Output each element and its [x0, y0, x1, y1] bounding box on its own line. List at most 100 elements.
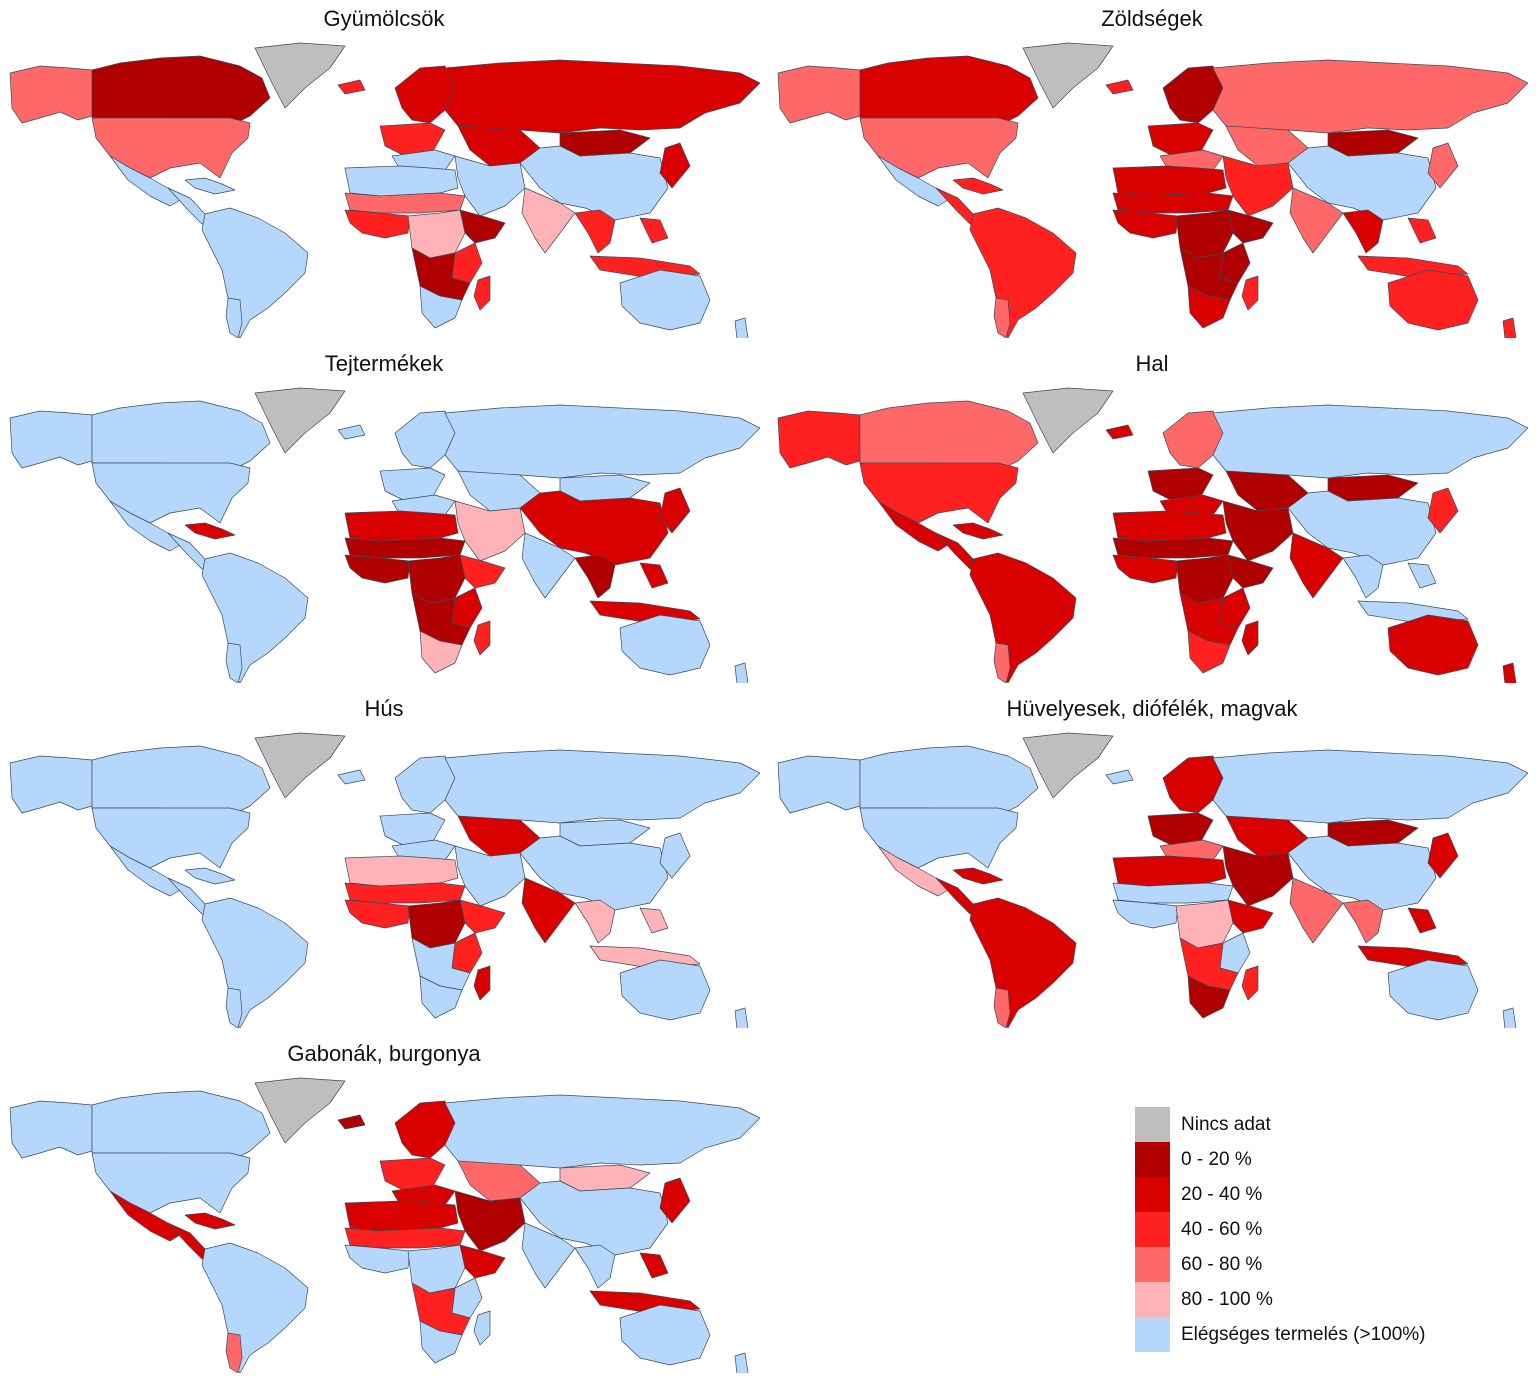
region-madagascar	[1241, 275, 1259, 311]
region-madagascar	[473, 620, 491, 656]
map-title: Tejtermékek	[324, 351, 444, 376]
region-south-america	[201, 897, 309, 1028]
region-philippines	[1407, 217, 1437, 244]
region-iceland	[1105, 424, 1134, 440]
map-title: Hal	[1135, 351, 1169, 376]
region-greenland	[254, 387, 346, 454]
world-map	[9, 732, 760, 1028]
legend-item-60-80: 60 - 80 %	[1135, 1247, 1495, 1282]
region-south-east-asia	[1342, 209, 1384, 254]
region-new-zealand	[1502, 317, 1517, 338]
region-mongolia	[559, 129, 651, 157]
region-caribbean	[952, 867, 1004, 885]
region-south-america	[201, 1242, 309, 1373]
region-india	[1289, 187, 1344, 254]
region-alaska	[9, 755, 93, 814]
region-caribbean	[184, 1212, 236, 1230]
region-west-africa	[1112, 554, 1179, 584]
legend-item-20-40: 20 - 40 %	[1135, 1177, 1495, 1212]
region-greenland	[254, 42, 346, 109]
region-mongolia	[559, 819, 651, 847]
world-map	[9, 42, 760, 338]
region-korea-japan	[659, 142, 691, 189]
region-mongolia	[1327, 474, 1419, 502]
region-patagonia	[993, 987, 1011, 1028]
region-patagonia	[225, 297, 243, 338]
region-south-africa	[419, 975, 463, 1019]
region-russia	[1212, 749, 1528, 824]
region-south-africa	[1187, 975, 1231, 1019]
region-south-africa	[419, 285, 463, 329]
world-map	[777, 387, 1528, 683]
region-australia	[1387, 614, 1479, 676]
map-title: Gyümölcsök	[323, 6, 445, 31]
region-alaska	[9, 65, 93, 124]
legend-swatch	[1135, 1142, 1170, 1177]
region-middle-east	[1222, 500, 1294, 562]
region-mongolia	[1327, 819, 1419, 847]
legend-swatch	[1135, 1107, 1170, 1142]
region-iceland	[1105, 79, 1134, 95]
region-alaska	[777, 65, 861, 124]
region-korea-japan	[659, 832, 691, 879]
region-patagonia	[993, 297, 1011, 338]
region-philippines	[1407, 907, 1437, 934]
region-sahel	[344, 192, 466, 214]
region-korea-japan	[1427, 832, 1459, 879]
region-usa	[91, 1152, 251, 1214]
region-madagascar	[1241, 965, 1259, 1001]
legend-label: 60 - 80 %	[1181, 1253, 1263, 1275]
region-south-africa	[1187, 630, 1231, 674]
legend-swatch	[1135, 1212, 1170, 1247]
legend-label: Nincs adat	[1181, 1113, 1271, 1135]
map-panel-meat: Hús	[0, 690, 768, 1035]
region-india	[521, 1222, 576, 1289]
region-korea-japan	[659, 1177, 691, 1224]
region-india	[1289, 877, 1344, 944]
region-west-africa	[344, 554, 411, 584]
legend-label: 40 - 60 %	[1181, 1218, 1263, 1240]
map-title: Hüvelyesek, diófélék, magvak	[1006, 696, 1298, 721]
region-sahel	[344, 882, 466, 904]
region-middle-east	[1222, 155, 1294, 217]
region-patagonia	[225, 1332, 243, 1373]
region-mongolia	[1327, 129, 1419, 157]
region-india	[521, 877, 576, 944]
legend-swatch	[1135, 1177, 1170, 1212]
legend-item-no-data: Nincs adat	[1135, 1107, 1495, 1142]
world-map	[9, 1077, 760, 1373]
region-patagonia	[225, 642, 243, 683]
region-north-africa	[344, 1200, 459, 1232]
region-west-africa	[344, 1244, 411, 1274]
legend-label: 80 - 100 %	[1181, 1288, 1273, 1310]
region-philippines	[1407, 562, 1437, 589]
region-south-america	[969, 552, 1077, 683]
region-iceland	[1105, 769, 1134, 785]
map-panel-dairy: Tejtermékek	[0, 345, 768, 690]
region-caribbean	[184, 867, 236, 885]
region-korea-japan	[659, 487, 691, 534]
region-middle-east	[454, 845, 526, 907]
region-north-africa	[1112, 165, 1227, 197]
region-south-east-asia	[574, 554, 616, 599]
map-legend: Nincs adat 0 - 20 % 20 - 40 % 40 - 60 % …	[1135, 1107, 1495, 1352]
region-new-zealand	[1502, 1007, 1517, 1028]
map-panel-vegetables: Zöldségek	[768, 0, 1536, 345]
region-europe-north	[394, 1100, 456, 1159]
region-south-africa	[1187, 285, 1231, 329]
region-usa	[91, 807, 251, 869]
region-europe-north	[394, 65, 456, 124]
region-greenland	[1022, 387, 1114, 454]
region-philippines	[639, 562, 669, 589]
region-india	[1289, 532, 1344, 599]
region-europe-north	[394, 755, 456, 814]
map-panel-fruits: Gyümölcsök	[0, 0, 768, 345]
region-greenland	[1022, 42, 1114, 109]
region-west-africa	[344, 899, 411, 929]
region-madagascar	[473, 275, 491, 311]
region-australia	[1387, 269, 1479, 331]
region-europe-north	[1162, 410, 1224, 469]
region-south-america	[969, 207, 1077, 338]
region-north-africa	[1112, 855, 1227, 887]
region-australia	[619, 269, 711, 331]
